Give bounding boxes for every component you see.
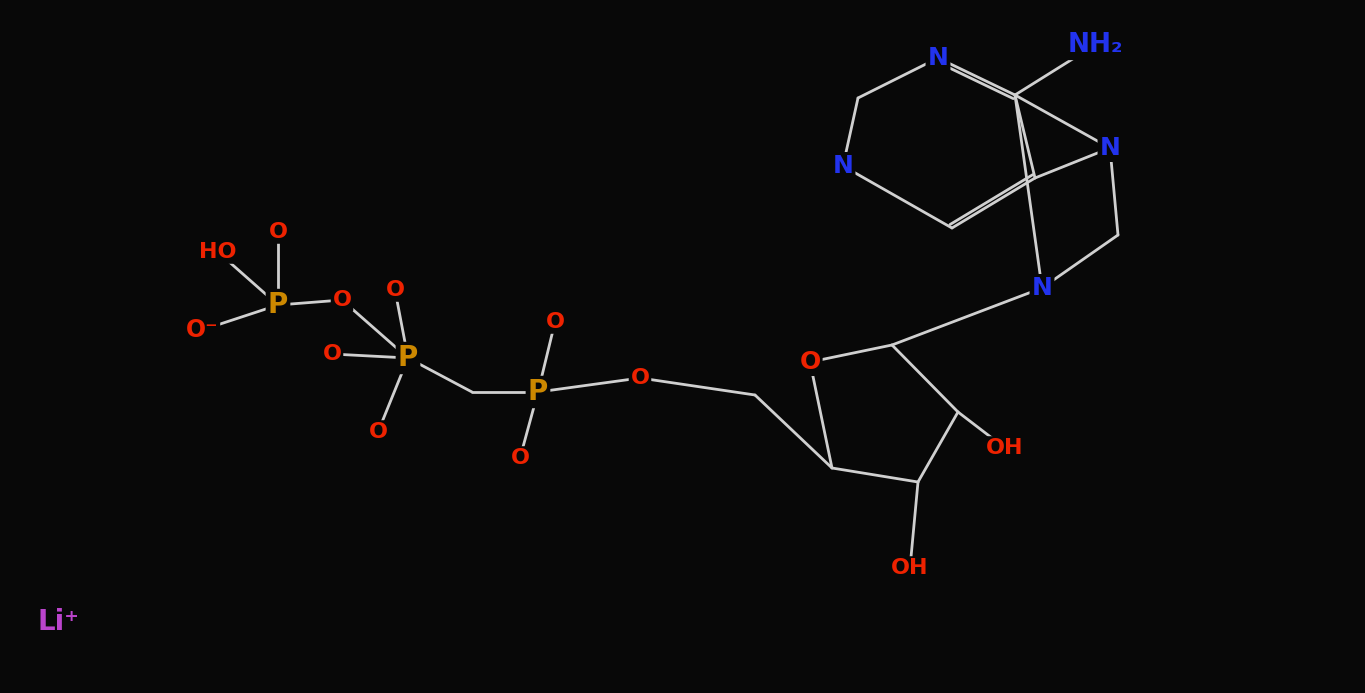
Text: O: O <box>369 422 388 442</box>
Text: O: O <box>269 222 288 242</box>
Text: HO: HO <box>199 242 236 262</box>
Text: N: N <box>833 154 853 178</box>
Text: P: P <box>528 378 549 406</box>
Text: O: O <box>322 344 341 364</box>
Text: O: O <box>333 290 352 310</box>
Text: O⁻: O⁻ <box>186 318 218 342</box>
Text: N: N <box>928 46 949 70</box>
Text: P: P <box>268 291 288 319</box>
Text: N: N <box>1100 136 1121 160</box>
Text: N: N <box>1032 276 1052 300</box>
Text: OH: OH <box>891 558 928 578</box>
Text: OH: OH <box>987 438 1024 458</box>
Text: O: O <box>800 350 820 374</box>
Text: Li⁺: Li⁺ <box>37 608 79 636</box>
Text: O: O <box>511 448 530 468</box>
Text: O: O <box>385 280 404 300</box>
Text: P: P <box>397 344 418 372</box>
Text: O: O <box>631 368 650 388</box>
Text: O: O <box>546 312 565 332</box>
Text: NH₂: NH₂ <box>1067 32 1123 58</box>
